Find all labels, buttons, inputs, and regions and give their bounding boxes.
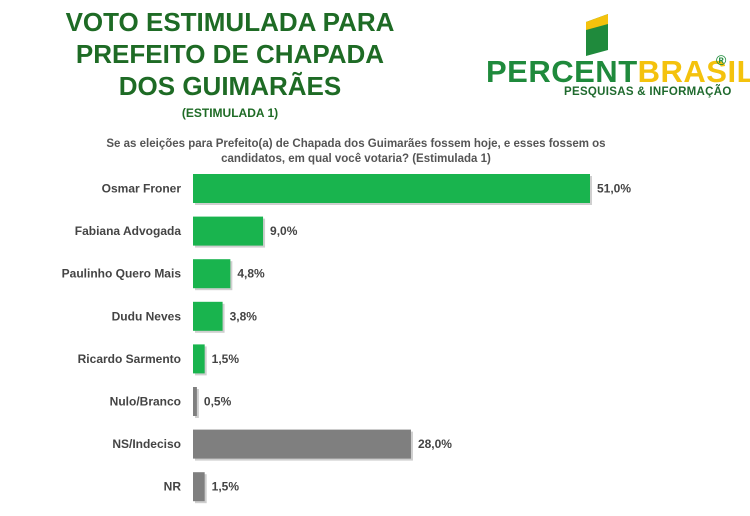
bar-ns-indeciso [193,429,411,459]
chart-subtitle: (ESTIMULADA 1) [181,106,279,120]
bar-shadow-nulo-branco [195,389,199,418]
bar-paulinho-quero-mais [193,259,231,289]
logo-wordmark: PERCENTBRASIL [486,54,750,90]
category-label-dudu-neves: Dudu Neves [112,309,182,323]
value-label-fabiana-advogada: 9,0% [270,224,298,238]
category-label-paulinho-quero-mais: Paulinho Quero Mais [62,267,182,281]
value-label-dudu-neves: 3,8% [230,309,258,323]
bar-ricardo-sarmento [193,344,205,374]
bar-nulo-branco [193,387,197,416]
bar-nr [193,472,205,502]
value-label-nr: 1,5% [212,480,240,494]
title-line-2: PREFEITO DE CHAPADA [75,39,385,69]
category-label-nr: NR [164,480,182,494]
logo-tagline: PESQUISAS & INFORMAÇÃO [564,86,732,98]
bar-fabiana-advogada [193,216,264,246]
title-line-1: VOTO ESTIMULADA PARA [65,7,395,37]
title-line-3: DOS GUIMARÃES [118,71,342,101]
question-line-2: candidatos, em qual você votaria? (Estim… [221,153,491,165]
value-label-ns-indeciso: 28,0% [418,437,452,451]
bar-dudu-neves [193,301,223,331]
logo-text-brasil: BRASIL [637,54,750,89]
value-label-nulo-branco: 0,5% [204,395,232,409]
category-label-nulo-branco: Nulo/Branco [110,395,181,409]
category-label-fabiana-advogada: Fabiana Advogada [75,224,182,238]
survey-question: Se as eleições para Prefeito(a) de Chapa… [96,137,616,167]
category-label-osmar-froner: Osmar Froner [102,182,182,196]
bar-osmar-froner [193,174,590,203]
value-label-paulinho-quero-mais: 4,8% [237,267,265,281]
value-label-ricardo-sarmento: 1,5% [212,352,240,366]
percentbrasil-logo: PERCENTBRASIL ® PESQUISAS & INFORMAÇÃO [486,14,750,104]
category-label-ricardo-sarmento: Ricardo Sarmento [78,352,181,366]
chart-title: VOTO ESTIMULADA PARA PREFEITO DE CHAPADA… [20,6,440,102]
logo-text-percent: PERCENT [486,54,638,89]
bar-chart: Osmar Froner 51,0% Fabiana Advogada 9,0% Pau… [62,174,631,504]
flag-icon [586,14,608,56]
value-label-osmar-froner: 51,0% [597,182,631,196]
question-line-1: Se as eleições para Prefeito(a) de Chapa… [106,138,606,150]
category-label-ns-indeciso: NS/Indeciso [112,437,181,451]
registered-mark: ® [716,52,727,68]
